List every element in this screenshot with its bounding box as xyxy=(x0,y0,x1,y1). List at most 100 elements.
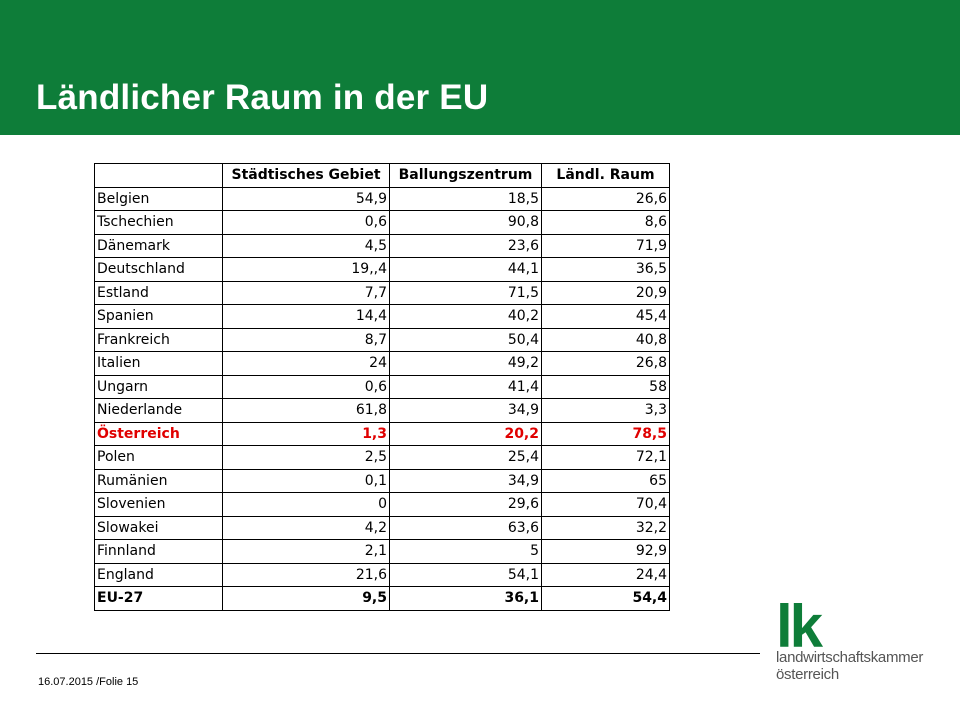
country-cell: Dänemark xyxy=(94,233,223,258)
value-cell: 63,6 xyxy=(389,515,542,540)
table-row: Estland 7,7 71,5 20,9 xyxy=(94,280,670,305)
value-cell: 54,1 xyxy=(389,562,542,587)
country-cell: Spanien xyxy=(94,304,223,329)
value-cell: 58 xyxy=(541,374,670,399)
value-cell: 61,8 xyxy=(222,398,390,423)
value-cell: 65 xyxy=(541,468,670,493)
value-cell: 18,5 xyxy=(389,186,542,211)
table-row: Slovenien 0 29,6 70,4 xyxy=(94,492,670,517)
value-cell: 26,8 xyxy=(541,351,670,376)
value-cell: 92,9 xyxy=(541,539,670,564)
table-row: Tschechien 0,6 90,8 8,6 xyxy=(94,210,670,235)
value-cell: 41,4 xyxy=(389,374,542,399)
value-cell: 0,1 xyxy=(222,468,390,493)
value-cell: 72,1 xyxy=(541,445,670,470)
value-cell: 36,1 xyxy=(389,586,542,611)
country-cell: England xyxy=(94,562,223,587)
value-cell: 40,8 xyxy=(541,327,670,352)
value-cell: 26,6 xyxy=(541,186,670,211)
country-cell: Polen xyxy=(94,445,223,470)
country-cell: Slowakei xyxy=(94,515,223,540)
value-cell: 54,4 xyxy=(541,586,670,611)
value-cell: 90,8 xyxy=(389,210,542,235)
table-row: Österreich 1,3 20,2 78,5 xyxy=(94,421,670,446)
country-cell: Belgien xyxy=(94,186,223,211)
table-row: Italien 24 49,2 26,8 xyxy=(94,351,670,376)
value-cell: 0 xyxy=(222,492,390,517)
value-cell: 21,6 xyxy=(222,562,390,587)
lk-logo: lk landwirtschaftskammer österreich xyxy=(776,593,936,695)
value-cell: 24 xyxy=(222,351,390,376)
country-cell: Österreich xyxy=(94,421,223,446)
country-cell: Frankreich xyxy=(94,327,223,352)
header-band xyxy=(0,0,960,135)
header-cell-country xyxy=(94,163,223,188)
table-row: Belgien 54,9 18,5 26,6 xyxy=(94,186,670,211)
header-cell-rural: Ländl. Raum xyxy=(541,163,670,188)
table-row: Slowakei 4,2 63,6 32,2 xyxy=(94,515,670,540)
value-cell: 40,2 xyxy=(389,304,542,329)
value-cell: 9,5 xyxy=(222,586,390,611)
table-row: Deutschland 19,,4 44,1 36,5 xyxy=(94,257,670,282)
value-cell: 24,4 xyxy=(541,562,670,587)
value-cell: 0,6 xyxy=(222,374,390,399)
value-cell: 8,7 xyxy=(222,327,390,352)
country-cell: Rumänien xyxy=(94,468,223,493)
table-row: Spanien 14,4 40,2 45,4 xyxy=(94,304,670,329)
value-cell: 1,3 xyxy=(222,421,390,446)
slide-title: Ländlicher Raum in der EU xyxy=(36,78,489,117)
value-cell: 20,9 xyxy=(541,280,670,305)
country-cell: Finnland xyxy=(94,539,223,564)
value-cell: 70,4 xyxy=(541,492,670,517)
country-cell: Estland xyxy=(94,280,223,305)
table-row: England 21,6 54,1 24,4 xyxy=(94,562,670,587)
value-cell: 8,6 xyxy=(541,210,670,235)
value-cell: 45,4 xyxy=(541,304,670,329)
footer-date-slide: 16.07.2015 /Folie 15 xyxy=(38,676,139,688)
table-row: Frankreich 8,7 50,4 40,8 xyxy=(94,327,670,352)
value-cell: 34,9 xyxy=(389,468,542,493)
value-cell: 49,2 xyxy=(389,351,542,376)
footer-divider xyxy=(36,653,760,654)
value-cell: 14,4 xyxy=(222,304,390,329)
header-cell-intermediate: Ballungszentrum xyxy=(389,163,542,188)
country-cell: Slovenien xyxy=(94,492,223,517)
value-cell: 2,1 xyxy=(222,539,390,564)
value-cell: 78,5 xyxy=(541,421,670,446)
value-cell: 23,6 xyxy=(389,233,542,258)
country-cell: Niederlande xyxy=(94,398,223,423)
table-row: Finnland 2,1 5 92,9 xyxy=(94,539,670,564)
country-cell: EU-27 xyxy=(94,586,223,611)
value-cell: 29,6 xyxy=(389,492,542,517)
value-cell: 32,2 xyxy=(541,515,670,540)
logo-text-line-2: österreich xyxy=(776,666,839,683)
value-cell: 4,2 xyxy=(222,515,390,540)
value-cell: 2,5 xyxy=(222,445,390,470)
country-cell: Ungarn xyxy=(94,374,223,399)
value-cell: 50,4 xyxy=(389,327,542,352)
data-table: Städtisches Gebiet Ballungszentrum Ländl… xyxy=(94,163,670,611)
country-cell: Italien xyxy=(94,351,223,376)
value-cell: 7,7 xyxy=(222,280,390,305)
value-cell: 71,9 xyxy=(541,233,670,258)
table-row: Ungarn 0,6 41,4 58 xyxy=(94,374,670,399)
table-row: Niederlande 61,8 34,9 3,3 xyxy=(94,398,670,423)
value-cell: 3,3 xyxy=(541,398,670,423)
country-cell: Deutschland xyxy=(94,257,223,282)
table-row: Dänemark 4,5 23,6 71,9 xyxy=(94,233,670,258)
header-row: Städtisches Gebiet Ballungszentrum Ländl… xyxy=(94,163,670,188)
value-cell: 19,,4 xyxy=(222,257,390,282)
logo-text-line-1: landwirtschaftskammer xyxy=(776,649,924,666)
logo-mark: lk xyxy=(776,593,823,660)
value-cell: 54,9 xyxy=(222,186,390,211)
table-row: Polen 2,5 25,4 72,1 xyxy=(94,445,670,470)
value-cell: 4,5 xyxy=(222,233,390,258)
value-cell: 0,6 xyxy=(222,210,390,235)
value-cell: 44,1 xyxy=(389,257,542,282)
value-cell: 36,5 xyxy=(541,257,670,282)
country-cell: Tschechien xyxy=(94,210,223,235)
header-cell-urban: Städtisches Gebiet xyxy=(222,163,390,188)
value-cell: 5 xyxy=(389,539,542,564)
value-cell: 20,2 xyxy=(389,421,542,446)
table-row: EU-27 9,5 36,1 54,4 xyxy=(94,586,670,611)
